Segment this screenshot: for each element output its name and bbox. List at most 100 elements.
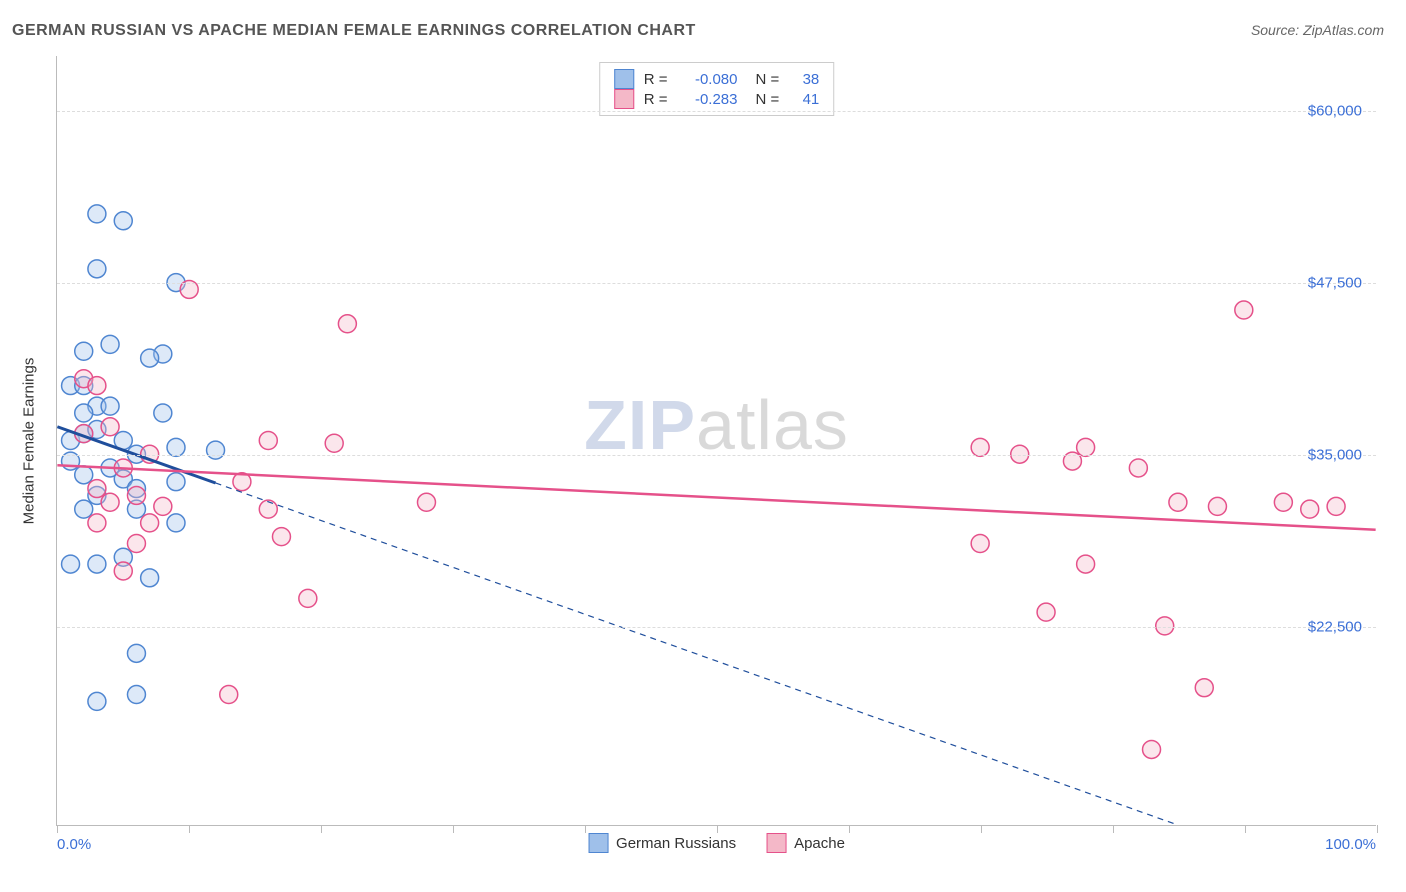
scatter-point <box>1077 555 1095 573</box>
scatter-point <box>88 205 106 223</box>
legend-label: German Russians <box>616 835 736 852</box>
scatter-point <box>127 686 145 704</box>
scatter-point <box>88 377 106 395</box>
stats-row: R = -0.283 N = 41 <box>614 89 820 109</box>
scatter-point <box>88 260 106 278</box>
scatter-point <box>127 535 145 553</box>
y-axis-title: Median Female Earnings <box>21 357 38 524</box>
scatter-point <box>101 418 119 436</box>
legend-swatch <box>614 89 634 109</box>
scatter-point <box>259 500 277 518</box>
scatter-point <box>1301 500 1319 518</box>
x-tick <box>849 825 850 833</box>
scatter-point <box>272 528 290 546</box>
grid-line <box>57 283 1376 284</box>
r-value: -0.283 <box>678 91 738 108</box>
x-tick <box>1113 825 1114 833</box>
x-tick <box>981 825 982 833</box>
r-label: R = <box>644 71 668 88</box>
scatter-point <box>1169 493 1187 511</box>
scatter-point <box>338 315 356 333</box>
scatter-point <box>88 692 106 710</box>
scatter-point <box>127 486 145 504</box>
legend-swatch <box>588 833 608 853</box>
scatter-point <box>101 335 119 353</box>
stats-row: R = -0.080 N = 38 <box>614 69 820 89</box>
scatter-point <box>141 514 159 532</box>
grid-line <box>57 111 1376 112</box>
r-value: -0.080 <box>678 71 738 88</box>
scatter-point <box>127 644 145 662</box>
scatter-point <box>1143 740 1161 758</box>
scatter-point <box>88 514 106 532</box>
scatter-point <box>141 349 159 367</box>
trend-line-dashed <box>216 483 1178 825</box>
scatter-point <box>1129 459 1147 477</box>
scatter-point <box>75 342 93 360</box>
n-label: N = <box>756 91 780 108</box>
scatter-point <box>62 555 80 573</box>
scatter-point <box>154 404 172 422</box>
bottom-legend: German Russians Apache <box>588 833 845 853</box>
scatter-point <box>75 404 93 422</box>
y-tick-label: $35,000 <box>1308 446 1362 463</box>
scatter-point <box>325 434 343 452</box>
scatter-point <box>1077 438 1095 456</box>
scatter-point <box>1208 497 1226 515</box>
x-tick <box>585 825 586 833</box>
scatter-point <box>101 493 119 511</box>
scatter-point <box>101 397 119 415</box>
x-tick-label: 0.0% <box>57 836 91 853</box>
legend-label: Apache <box>794 835 845 852</box>
x-tick <box>453 825 454 833</box>
grid-line <box>57 455 1376 456</box>
scatter-point <box>114 212 132 230</box>
legend-item: German Russians <box>588 833 736 853</box>
y-tick-label: $60,000 <box>1308 103 1362 120</box>
scatter-point <box>417 493 435 511</box>
legend-swatch <box>766 833 786 853</box>
scatter-point <box>141 569 159 587</box>
stats-box: R = -0.080 N = 38 R = -0.283 N = 41 <box>599 62 835 116</box>
y-tick-label: $47,500 <box>1308 274 1362 291</box>
n-label: N = <box>756 71 780 88</box>
scatter-point <box>114 562 132 580</box>
scatter-point <box>88 480 106 498</box>
r-label: R = <box>644 91 668 108</box>
scatter-point <box>1235 301 1253 319</box>
scatter-point <box>1037 603 1055 621</box>
x-tick-label: 100.0% <box>1325 836 1376 853</box>
scatter-point <box>299 589 317 607</box>
scatter-point <box>167 514 185 532</box>
scatter-point <box>207 441 225 459</box>
scatter-point <box>75 500 93 518</box>
scatter-point <box>971 438 989 456</box>
n-value: 38 <box>789 71 819 88</box>
scatter-point <box>1274 493 1292 511</box>
scatter-point <box>167 473 185 491</box>
source-label: Source: ZipAtlas.com <box>1251 22 1384 38</box>
n-value: 41 <box>789 91 819 108</box>
x-tick <box>189 825 190 833</box>
scatter-point <box>154 497 172 515</box>
x-tick <box>1377 825 1378 833</box>
y-tick-label: $22,500 <box>1308 618 1362 635</box>
scatter-point <box>1195 679 1213 697</box>
chart-svg <box>57 56 1376 825</box>
chart-container: GERMAN RUSSIAN VS APACHE MEDIAN FEMALE E… <box>12 10 1394 882</box>
legend-item: Apache <box>766 833 845 853</box>
scatter-point <box>88 555 106 573</box>
scatter-point <box>75 466 93 484</box>
x-tick <box>57 825 58 833</box>
scatter-point <box>220 686 238 704</box>
grid-line <box>57 627 1376 628</box>
chart-title: GERMAN RUSSIAN VS APACHE MEDIAN FEMALE E… <box>12 22 696 40</box>
legend-swatch <box>614 69 634 89</box>
x-tick <box>717 825 718 833</box>
scatter-point <box>971 535 989 553</box>
scatter-point <box>167 438 185 456</box>
scatter-point <box>1327 497 1345 515</box>
x-tick <box>1245 825 1246 833</box>
x-tick <box>321 825 322 833</box>
plot-area: Median Female Earnings ZIPatlas R =-0.08… <box>56 56 1376 826</box>
